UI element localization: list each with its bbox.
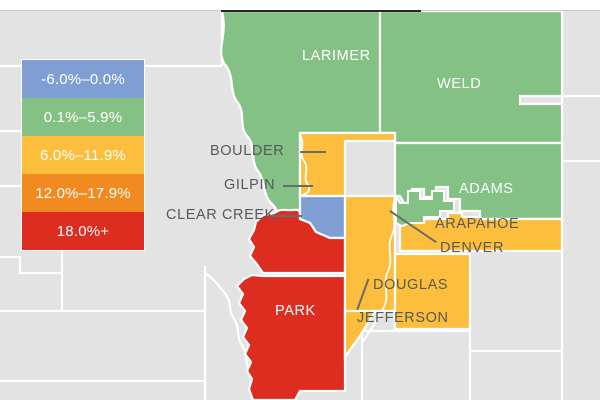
map-vector-layer <box>0 11 600 400</box>
choropleth-map[interactable] <box>0 11 600 400</box>
county-shape-clear-creek[interactable] <box>247 208 347 275</box>
legend-swatch-neg6-to-0[interactable]: -6.0%–0.0% <box>22 60 144 98</box>
top-accent-bar <box>221 10 421 12</box>
leader-line-clear-creek <box>270 215 302 217</box>
legend-swatch-6-to-12[interactable]: 6.0%–11.9% <box>22 136 144 174</box>
leader-line-gilpin <box>283 185 313 187</box>
legend-label-6-to-12: 6.0%–11.9% <box>40 146 126 164</box>
legend-label-12-to-18: 12.0%–17.9% <box>35 184 131 202</box>
county-inner-border-jeffco <box>361 197 396 344</box>
legend-swatch-0-to-6[interactable]: 0.1%–5.9% <box>22 98 144 136</box>
legend-label-0-to-6: 0.1%–5.9% <box>43 108 123 126</box>
leader-line-boulder <box>300 151 326 153</box>
county-shape-arapahoe[interactable] <box>398 211 564 253</box>
county-inner-border-boulder-west <box>299 134 311 197</box>
county-shape-weld[interactable] <box>378 11 564 145</box>
map-legend[interactable]: -6.0%–0.0% 0.1%–5.9% 6.0%–11.9% 12.0%–17… <box>22 60 144 250</box>
legend-label-18-plus: 18.0%+ <box>56 222 110 240</box>
county-shape-denver[interactable] <box>395 190 455 228</box>
legend-swatch-12-to-18[interactable]: 12.0%–17.9% <box>22 174 144 212</box>
legend-label-neg6-to-0: -6.0%–0.0% <box>41 70 125 88</box>
county-shape-douglas[interactable] <box>343 252 472 361</box>
county-shape-park[interactable] <box>235 273 347 400</box>
legend-swatch-18-plus[interactable]: 18.0%+ <box>22 212 144 250</box>
